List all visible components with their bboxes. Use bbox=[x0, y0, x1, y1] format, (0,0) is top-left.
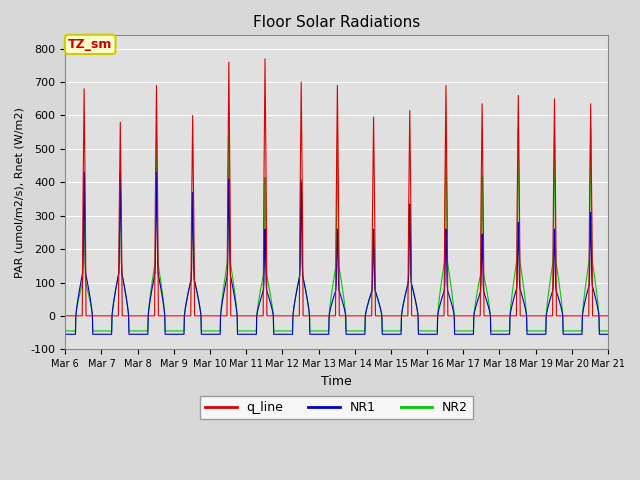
NR2 bbox=[492, 328, 499, 334]
q_line bbox=[261, 56, 269, 61]
q_line bbox=[604, 313, 611, 319]
NR2 bbox=[243, 328, 250, 334]
q_line bbox=[243, 313, 250, 319]
X-axis label: Time: Time bbox=[321, 374, 352, 387]
q_line bbox=[540, 313, 547, 319]
q_line bbox=[492, 313, 500, 319]
NR1 bbox=[80, 169, 88, 175]
NR2 bbox=[169, 328, 177, 334]
Legend: q_line, NR1, NR2: q_line, NR1, NR2 bbox=[200, 396, 473, 420]
q_line bbox=[61, 313, 69, 319]
NR2 bbox=[604, 328, 611, 334]
NR2 bbox=[182, 302, 189, 308]
NR1 bbox=[421, 331, 429, 337]
Line: q_line: q_line bbox=[65, 59, 607, 316]
NR1 bbox=[540, 331, 547, 337]
NR2 bbox=[515, 126, 522, 132]
Title: Floor Solar Radiations: Floor Solar Radiations bbox=[253, 15, 420, 30]
NR2 bbox=[420, 328, 428, 334]
Text: TZ_sm: TZ_sm bbox=[68, 38, 113, 51]
NR2 bbox=[61, 328, 69, 334]
Line: NR2: NR2 bbox=[65, 129, 607, 331]
NR1 bbox=[182, 300, 190, 306]
NR1 bbox=[243, 331, 251, 337]
Line: NR1: NR1 bbox=[65, 172, 607, 334]
q_line bbox=[169, 313, 177, 319]
q_line bbox=[182, 313, 189, 319]
NR1 bbox=[604, 331, 611, 337]
NR1 bbox=[169, 331, 177, 337]
q_line bbox=[421, 313, 429, 319]
NR1 bbox=[61, 331, 69, 337]
NR2 bbox=[540, 328, 547, 334]
NR1 bbox=[492, 331, 500, 337]
Y-axis label: PAR (umol/m2/s), Rnet (W/m2): PAR (umol/m2/s), Rnet (W/m2) bbox=[15, 107, 25, 278]
